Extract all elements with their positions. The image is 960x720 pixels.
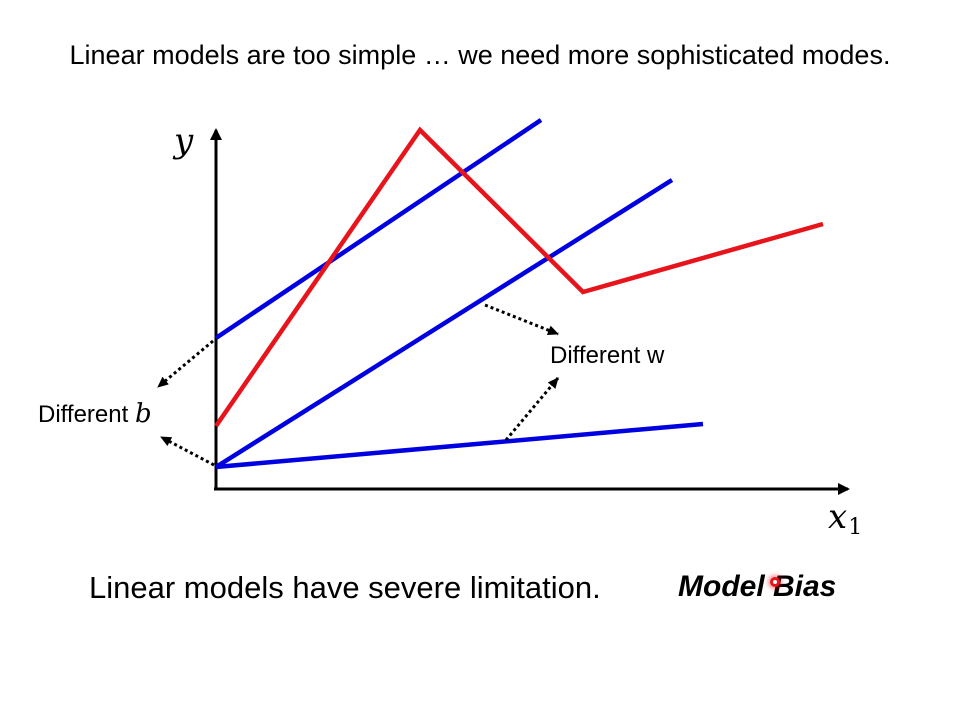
target-curve [214, 126, 824, 428]
arrow-different-w-upper [484, 303, 559, 336]
y-axis-label: y [172, 121, 194, 161]
arrow-different-b-upper [157, 339, 214, 389]
arrow-different-b-lower [160, 435, 215, 467]
linear-model-line-steep [214, 178, 674, 469]
annotation-w-prefix: Different [550, 342, 647, 369]
linear-model-line-flat [215, 421, 704, 470]
model-bias-label: Model Bias [678, 570, 837, 603]
slide-title: Linear models are too simple … we need m… [69, 40, 891, 70]
annotation-b-prefix: Different [38, 401, 135, 428]
laser-pointer-icon [770, 577, 780, 587]
slide-caption: Linear models have severe limitation. [89, 570, 601, 605]
annotation-different-b: Different b [38, 399, 152, 429]
x-axis-label: x1 [828, 497, 862, 540]
annotation-w-var: w [646, 342, 665, 369]
x-axis-subscript: 1 [848, 515, 862, 540]
annotation-b-var: b [135, 399, 152, 429]
arrow-different-w-lower [504, 377, 560, 441]
linear-model-line-high-b [214, 118, 543, 340]
annotation-different-w: Different w [550, 342, 665, 369]
x-axis-var: x [828, 497, 847, 537]
